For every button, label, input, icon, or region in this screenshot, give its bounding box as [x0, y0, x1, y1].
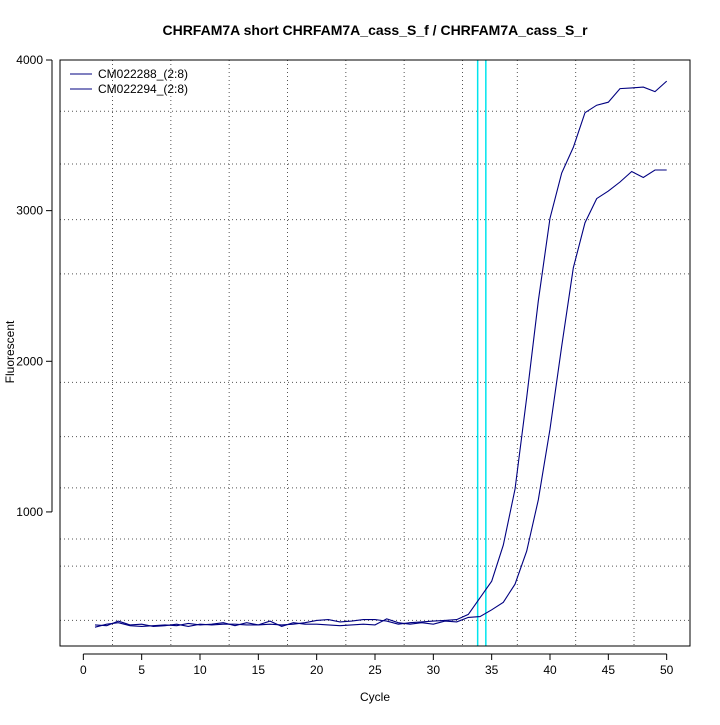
x-tick-label: 10: [193, 663, 207, 677]
x-tick-label: 15: [252, 663, 266, 677]
x-tick-label: 20: [310, 663, 324, 677]
series-line-1: [94, 80, 668, 628]
legend: CM022288_(2:8)CM022294_(2:8): [70, 67, 188, 96]
axis-layer: 0 5 10 15 20 25 30 35 40 45 50 1000 2000 3000 4000: [16, 53, 673, 677]
x-tick-label: 45: [602, 663, 616, 677]
legend-label-2: CM022294_(2:8): [98, 82, 188, 96]
y-tick-label: 4000: [16, 53, 43, 67]
legend-label-1: CM022288_(2:8): [98, 67, 188, 81]
x-tick-label: 30: [427, 663, 441, 677]
chart-title: CHRFAM7A short CHRFAM7A_cass_S_f / CHRFA…: [162, 22, 588, 38]
y-tick-label: 2000: [16, 354, 43, 368]
plot-frame: [59, 59, 691, 647]
series-layer: [94, 80, 668, 628]
x-axis-label: Cycle: [360, 690, 390, 704]
threshold-layer: [476, 60, 487, 646]
x-tick-label: 50: [660, 663, 674, 677]
series-line-2: [94, 169, 667, 627]
x-tick-label: 35: [485, 663, 499, 677]
y-tick-label: 3000: [16, 204, 43, 218]
x-tick-label: 25: [368, 663, 382, 677]
x-tick-label: 5: [138, 663, 145, 677]
y-tick-label: 1000: [16, 505, 43, 519]
x-tick-label: 40: [543, 663, 557, 677]
y-axis-label: Fluorescent: [3, 320, 17, 383]
grid-layer: [60, 60, 690, 646]
x-tick-label: 0: [80, 663, 87, 677]
